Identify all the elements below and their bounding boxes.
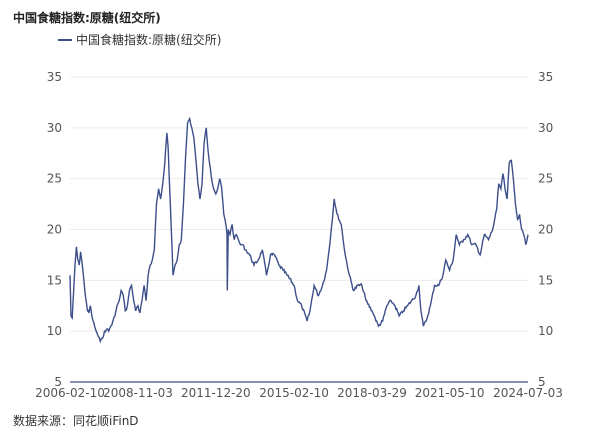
y-tick-label-right: 25	[538, 172, 553, 186]
legend-swatch	[58, 38, 72, 41]
y-tick-label-left: 35	[47, 70, 62, 84]
right-y-axis: 5 10 15 20 25 30 35	[538, 70, 553, 389]
x-tick-label: 2011-12-20	[181, 386, 251, 400]
legend: 中国食糖指数:原糖(纽交所)	[58, 31, 221, 48]
y-tick-label-right: 20	[538, 223, 553, 237]
x-tick-label: 2018-03-29	[337, 386, 407, 400]
x-tick-label: 2024-07-03	[493, 386, 563, 400]
chart-title: 中国食糖指数:原糖(纽交所)	[13, 11, 161, 25]
y-tick-label-left: 30	[47, 121, 62, 135]
y-tick-label-left: 10	[47, 324, 62, 338]
x-tick-label: 2008-11-03	[103, 386, 173, 400]
x-tick-label: 2006-02-10	[35, 386, 105, 400]
x-tick-label: 2015-02-10	[259, 386, 329, 400]
y-tick-label-right: 15	[538, 273, 553, 287]
y-tick-label-left: 5	[54, 375, 62, 389]
y-tick-label-left: 15	[47, 273, 62, 287]
left-y-axis: 5 10 15 20 25 30 35	[47, 70, 62, 389]
series-line	[69, 116, 529, 344]
y-tick-label-right: 30	[538, 121, 553, 135]
x-tick-label: 2021-05-10	[415, 386, 485, 400]
y-tick-label-right: 5	[538, 375, 546, 389]
y-tick-label-left: 25	[47, 172, 62, 186]
y-tick-label-right: 35	[538, 70, 553, 84]
legend-label: 中国食糖指数:原糖(纽交所)	[76, 33, 222, 47]
data-source: 数据来源：同花顺iFinD	[13, 414, 139, 428]
grid-lines	[70, 76, 528, 383]
y-tick-label-right: 10	[538, 324, 553, 338]
y-tick-label-left: 20	[47, 223, 62, 237]
